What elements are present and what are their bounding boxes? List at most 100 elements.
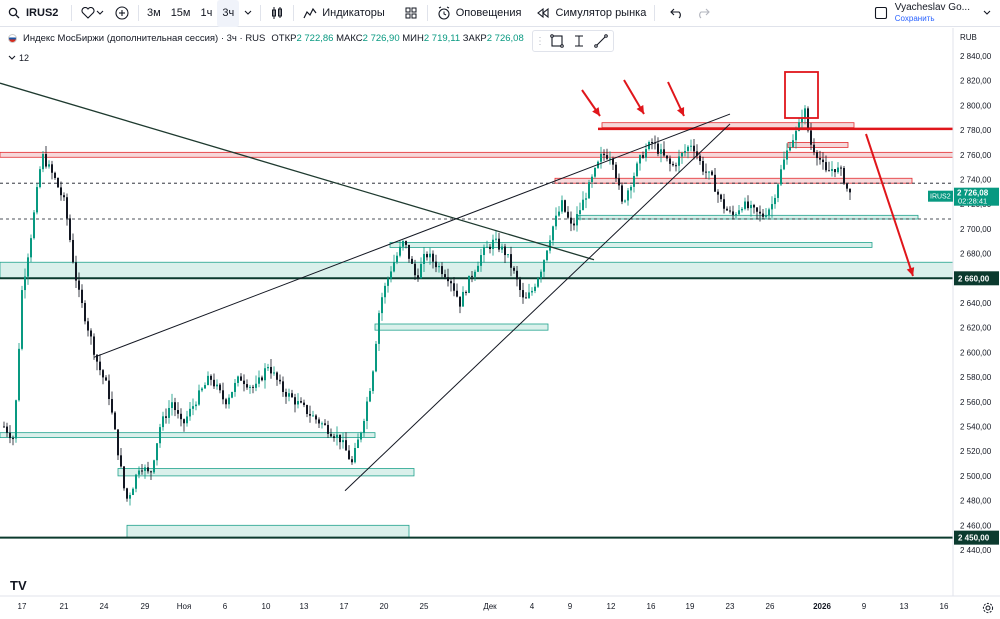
candle-body	[207, 376, 209, 385]
separator	[427, 5, 428, 21]
plus-circle-icon	[114, 5, 130, 21]
candle-body	[57, 178, 59, 187]
indicators-button[interactable]: Индикаторы	[297, 0, 390, 27]
timeframe-15m[interactable]: 15м	[166, 0, 196, 27]
candle-body	[561, 200, 563, 211]
candle-body	[411, 259, 413, 264]
price-tick-label: 2 640,00	[960, 299, 992, 308]
candle-body	[639, 155, 641, 163]
candle-body	[135, 475, 137, 489]
candle-body	[615, 165, 617, 179]
redo-button[interactable]	[690, 0, 716, 27]
layout-checkbox[interactable]	[868, 0, 894, 27]
time-tick-label: 17	[340, 602, 349, 611]
time-tick-label: 6	[223, 602, 228, 611]
candle-body	[273, 372, 275, 373]
compare-button[interactable]	[75, 0, 109, 27]
candle-body	[471, 276, 473, 277]
legend-ohlc: ОТКР2 722,86 МАКС2 726,90 МИН2 719,11 ЗА…	[271, 33, 523, 44]
replay-button[interactable]: Симулятор рынка	[530, 0, 651, 27]
candle-body	[618, 178, 620, 185]
candle-body	[465, 292, 467, 293]
candle-body	[552, 226, 554, 240]
candle-body	[321, 423, 323, 424]
save-link[interactable]: Сохранить	[895, 13, 935, 24]
candle-body	[435, 262, 437, 267]
red-arrow-1-head	[592, 107, 600, 116]
candle-body	[111, 399, 113, 413]
price-zone	[0, 262, 953, 278]
timeframe-3h[interactable]: 3ч	[217, 0, 239, 27]
candle-body	[588, 182, 590, 198]
candle-body	[405, 241, 407, 245]
candle-body	[438, 266, 440, 267]
templates-button[interactable]	[398, 0, 424, 27]
price-tick-label: 2 800,00	[960, 101, 992, 110]
candle-body	[192, 406, 194, 409]
price-zone	[390, 242, 872, 247]
candle-body	[672, 164, 674, 165]
candle-body	[18, 349, 20, 400]
high-label: МАКС	[336, 33, 363, 44]
separator	[293, 5, 294, 21]
candle-body	[558, 212, 560, 216]
timeframe-1h[interactable]: 1ч	[196, 0, 218, 27]
candle-body	[252, 387, 254, 388]
candle-body	[69, 218, 71, 240]
alerts-button[interactable]: Оповещения	[431, 0, 527, 27]
legend-title[interactable]: Индекс МосБиржи (дополнительная сессия) …	[23, 33, 265, 44]
trendline-tool-icon[interactable]	[593, 33, 609, 49]
price-tick-label: 2 500,00	[960, 472, 992, 481]
candle-body	[387, 279, 389, 286]
user-dropdown[interactable]	[978, 0, 996, 27]
candle-body	[489, 247, 491, 249]
timeframe-3m[interactable]: 3м	[142, 0, 166, 27]
candle-body	[651, 142, 653, 143]
user-menu[interactable]: Vyacheslav Go... Сохранить	[895, 2, 970, 24]
candle-body	[576, 214, 578, 225]
indicators-toggle[interactable]: 12	[8, 50, 29, 66]
price-tick-label: 2 740,00	[960, 176, 992, 185]
top-toolbar: IRUS2 3м 15м 1ч 3ч Индикаторы	[0, 0, 1000, 27]
candle-body	[807, 108, 809, 130]
candle-body	[66, 197, 68, 218]
timeframe-dropdown[interactable]	[239, 0, 257, 27]
candle-body	[249, 387, 251, 388]
candle-body	[153, 460, 155, 472]
candle-body	[126, 488, 128, 498]
marker-2660: 2 660,00	[958, 274, 990, 283]
candle-body	[138, 471, 140, 475]
candle-body	[81, 290, 83, 303]
timeframe-label: 15м	[171, 7, 191, 19]
candle-body	[630, 187, 632, 191]
symbol-search[interactable]: IRUS2	[0, 5, 68, 21]
candle-body	[324, 423, 326, 425]
candle-body	[747, 202, 749, 209]
candles-icon	[269, 5, 285, 21]
candle-body	[132, 489, 134, 495]
add-symbol-button[interactable]	[109, 0, 135, 27]
candle-body	[546, 251, 548, 261]
time-tick-label: 10	[262, 602, 271, 611]
candle-body	[744, 202, 746, 209]
candle-body	[699, 156, 701, 161]
settings-button[interactable]	[980, 600, 994, 614]
text-tool-icon[interactable]	[571, 33, 587, 49]
candle-body	[156, 443, 158, 460]
chart-type-button[interactable]	[264, 0, 290, 27]
drag-handle-icon[interactable]: ⋮	[537, 33, 543, 49]
candle-body	[147, 467, 149, 471]
redo-icon	[695, 5, 711, 21]
candle-body	[123, 466, 125, 488]
undo-button[interactable]	[664, 0, 690, 27]
symbol-tag: IRUS2	[930, 194, 951, 201]
candle-body	[582, 200, 584, 210]
candle-body	[606, 155, 608, 159]
time-tick-label: 24	[100, 602, 109, 611]
candle-body	[813, 145, 815, 152]
rectangle-tool-icon[interactable]	[549, 33, 565, 49]
price-tick-label: 2 440,00	[960, 546, 992, 555]
